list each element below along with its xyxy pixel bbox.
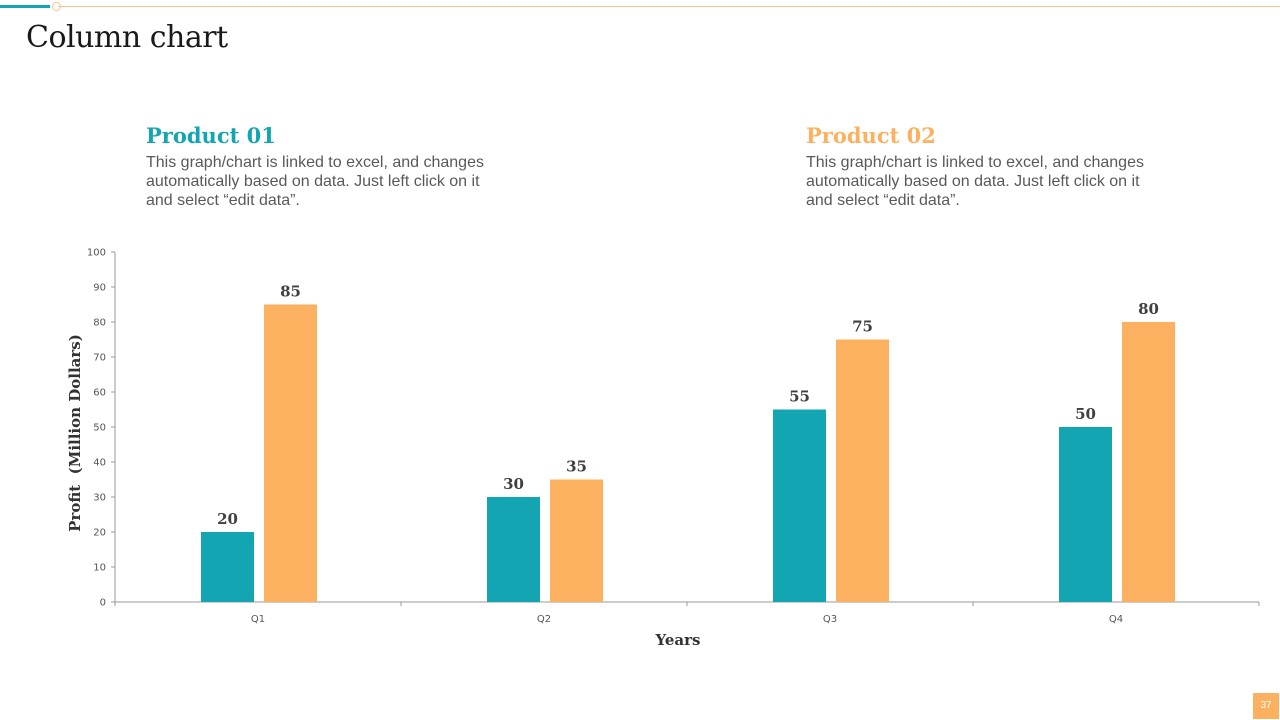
data-label-product-02-q2: 35 bbox=[566, 458, 587, 476]
bar-product-01-q4 bbox=[1059, 427, 1112, 602]
legend-heading-product-02: Product 02 bbox=[806, 123, 936, 148]
page-number: 37 bbox=[1253, 693, 1279, 719]
bar-product-02-q3 bbox=[836, 339, 889, 602]
legend-heading-product-01: Product 01 bbox=[146, 123, 276, 148]
y-tick-label: 30 bbox=[93, 493, 106, 504]
y-tick-label: 40 bbox=[93, 458, 106, 469]
bar-product-02-q1 bbox=[264, 304, 317, 602]
bar-product-02-q2 bbox=[550, 479, 603, 602]
header-rule bbox=[58, 6, 1280, 7]
y-tick-label: 80 bbox=[93, 318, 106, 329]
column-chart[interactable]: 0 10 20 30 40 50 60 70 80 90 100 Q1 20 85 Q2 30 35 Q3 55 75… bbox=[0, 230, 1280, 660]
header-accent-bar bbox=[0, 5, 50, 8]
data-label-product-02-q3: 75 bbox=[852, 318, 873, 336]
y-tick-label: 70 bbox=[93, 353, 106, 364]
y-tick-label: 20 bbox=[93, 528, 106, 539]
bar-product-01-q1 bbox=[201, 532, 254, 602]
page-title: Column chart bbox=[26, 20, 228, 55]
bar-product-01-q2 bbox=[487, 497, 540, 602]
legend-description-product-01: This graph/chart is linked to excel, and… bbox=[146, 154, 484, 209]
y-tick-label: 0 bbox=[100, 598, 106, 609]
data-label-product-01-q3: 55 bbox=[789, 388, 810, 406]
data-label-product-01-q2: 30 bbox=[503, 475, 524, 493]
x-tick-label: Q1 bbox=[251, 614, 265, 625]
legend-description-product-02: This graph/chart is linked to excel, and… bbox=[806, 154, 1144, 209]
data-label-product-02-q1: 85 bbox=[280, 283, 301, 301]
x-tick-label: Q4 bbox=[1109, 614, 1123, 625]
bar-product-01-q3 bbox=[773, 409, 826, 602]
data-label-product-02-q4: 80 bbox=[1138, 300, 1159, 318]
x-axis-title: Years bbox=[654, 631, 700, 649]
legend-block-product-02: Product 02 This graph/chart is linked to… bbox=[806, 123, 1146, 210]
y-tick-label: 10 bbox=[93, 563, 106, 574]
y-tick-label: 50 bbox=[93, 423, 106, 434]
bar-product-02-q4 bbox=[1122, 322, 1175, 602]
x-tick-label: Q3 bbox=[823, 614, 837, 625]
y-tick-label: 90 bbox=[93, 283, 106, 294]
data-label-product-01-q4: 50 bbox=[1075, 405, 1096, 423]
y-axis-title: Profit (Million Dollars) bbox=[66, 334, 84, 532]
y-tick-label: 60 bbox=[93, 388, 106, 399]
data-label-product-01-q1: 20 bbox=[217, 510, 238, 528]
x-tick-label: Q2 bbox=[537, 614, 551, 625]
y-tick-label: 100 bbox=[87, 248, 106, 259]
legend-block-product-01: Product 01 This graph/chart is linked to… bbox=[146, 123, 486, 210]
